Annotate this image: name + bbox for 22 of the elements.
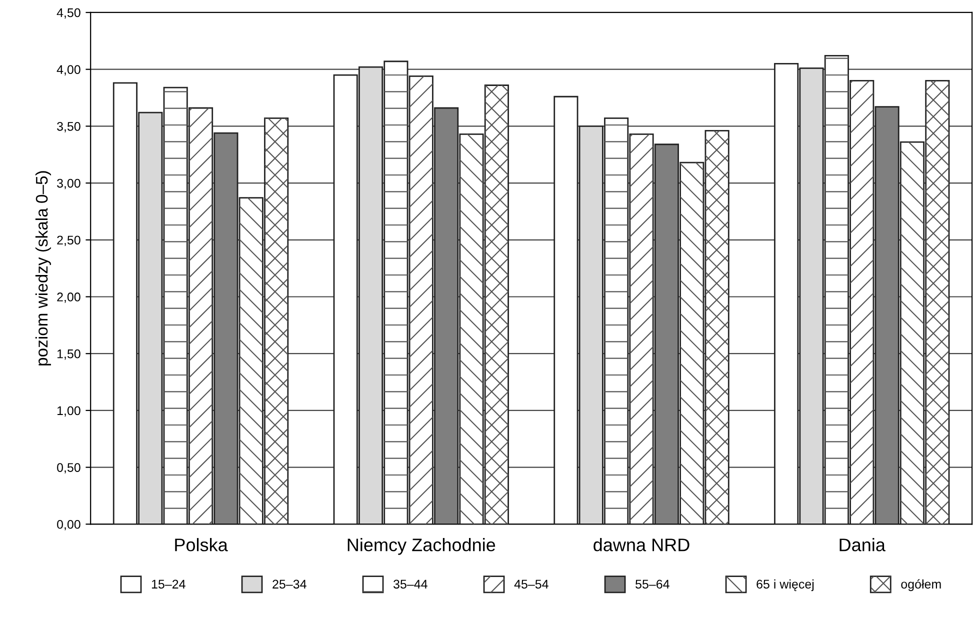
y-tick-label: 2,00 — [57, 292, 80, 303]
legend-label: 45–54 — [514, 580, 548, 589]
x-tick-label: Dania — [840, 538, 886, 552]
legend-label: 25–34 — [272, 580, 306, 589]
y-tick-label: 1,50 — [57, 349, 80, 360]
legend-label: ogółem — [901, 579, 941, 592]
x-tick-label: dawna NRD — [594, 538, 690, 552]
y-tick-label: 0,00 — [57, 520, 80, 530]
legend-label: 65 i więcej — [756, 579, 814, 592]
legend-label: 55–64 — [636, 580, 670, 589]
y-tick-label: 2,50 — [57, 236, 80, 246]
y-axis-title: poziom wiedzy (skala 0–5) — [35, 171, 51, 366]
x-tick-label: Niemcy Zachodnie — [348, 538, 496, 555]
legend-label: 15–24 — [152, 580, 186, 589]
y-tick-label: 1,00 — [57, 406, 80, 417]
y-tick-label: 4,50 — [56, 8, 80, 19]
y-tick-label: 0,50 — [57, 463, 80, 474]
x-tick-label: Polska — [175, 538, 228, 552]
y-tick-label: 4,00 — [56, 65, 80, 76]
y-tick-label: 3,50 — [57, 122, 80, 132]
y-tick-label: 3,00 — [57, 178, 80, 190]
legend-label: 35–44 — [393, 580, 428, 589]
